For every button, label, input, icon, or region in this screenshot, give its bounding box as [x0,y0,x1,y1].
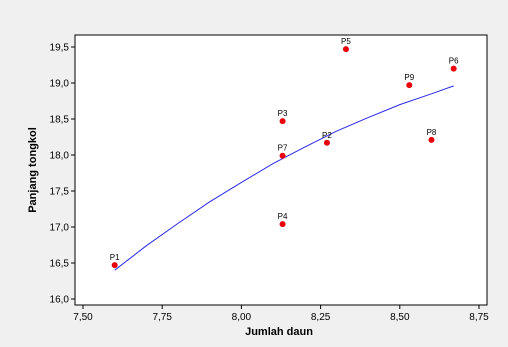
axes-layer: 7,50 7,75 8,00 8,25 8,50 8,75 16,0 16,5 17,0 17,5… [50,43,490,324]
x-tick-label: 8,25 [311,312,331,323]
point-label: P5 [341,37,351,46]
x-tick-label: 8,00 [232,312,252,323]
data-point [111,262,118,269]
point-label: P3 [278,109,288,118]
data-point [342,46,349,53]
y-tick-label: 18,0 [50,151,70,162]
point-label: P9 [404,73,414,82]
data-point [428,136,435,143]
y-tick-label: 19,5 [50,43,70,54]
data-point [323,139,330,146]
point-label: P1 [110,253,120,262]
y-tick-label: 16,5 [50,259,70,270]
plot-area [74,34,488,306]
data-point [406,82,413,89]
y-tick-label: 16,0 [50,295,70,306]
y-axis-title: Panjang tongkol [27,127,39,213]
y-tick-label: 17,5 [50,187,70,198]
data-point [279,118,286,125]
data-point [279,221,286,228]
fit-line-layer [114,85,454,271]
x-tick-label: 8,75 [469,312,489,323]
x-tick-label: 7,75 [152,312,172,323]
point-label: P4 [278,212,288,221]
x-axis-title: Jumlah daun [245,326,313,338]
point-label: P8 [427,128,437,137]
fit-line [114,85,454,271]
point-label: P6 [449,57,459,66]
data-point [279,152,286,159]
point-label: P7 [278,144,288,153]
y-tick-label: 18,5 [50,115,70,126]
y-tick-label: 19,0 [50,79,70,90]
points-layer: P1 P2 P3 P4 P5 P6 P7 P8 P9 [110,37,459,269]
x-tick-label: 7,50 [73,312,93,323]
point-label: P2 [322,131,332,140]
data-point [450,65,457,72]
y-tick-label: 17,0 [50,223,70,234]
x-tick-label: 8,50 [390,312,410,323]
